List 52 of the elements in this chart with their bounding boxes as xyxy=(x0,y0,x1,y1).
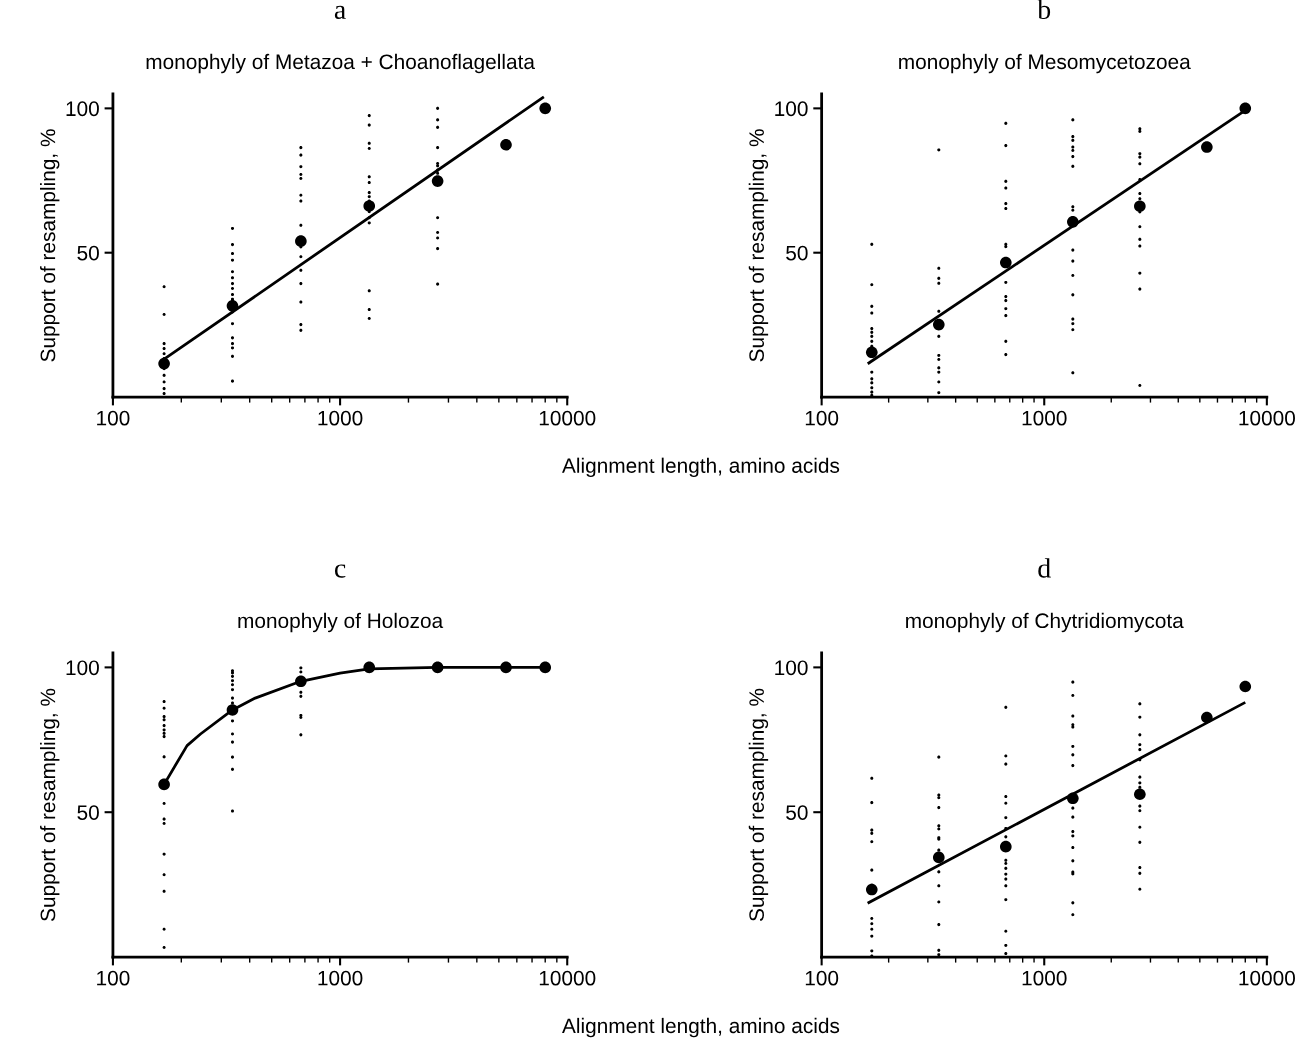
chart-title: d xyxy=(1038,558,1051,578)
point xyxy=(158,357,170,370)
y-axis-title: Support of resampling, % xyxy=(748,129,769,362)
y-axis-title: Support of resampling, % xyxy=(40,129,60,362)
x-tick-label: 1000 xyxy=(318,970,363,986)
chart-title: c xyxy=(334,564,346,578)
point xyxy=(1067,792,1079,805)
point xyxy=(865,883,878,896)
chart-subtitle: monophyly of Metazoa + Choanoflagellata xyxy=(146,53,535,74)
chart-subtitle: monophyly of Chytridiomycota xyxy=(906,612,1184,633)
chart-subtitle: monophyly of Mesomycetozoea xyxy=(899,53,1191,74)
point xyxy=(1067,216,1079,228)
y-tick-label: 50 xyxy=(77,245,99,261)
point xyxy=(932,318,945,331)
y-tick-label: 100 xyxy=(66,101,99,117)
point xyxy=(932,851,945,864)
chart-title: b xyxy=(1037,0,1051,20)
point xyxy=(363,200,376,212)
point xyxy=(295,235,307,247)
point xyxy=(1201,141,1213,153)
y-tick-label: 100 xyxy=(775,660,808,676)
point xyxy=(1000,256,1012,269)
point xyxy=(500,138,512,151)
y-axis-title: Support of resampling, % xyxy=(40,688,60,921)
x-tick-label: 10000 xyxy=(1239,410,1295,426)
point xyxy=(1000,840,1012,853)
x-axis-title: Alignment length, amino acids xyxy=(562,457,840,478)
x-axis-title: Alignment length, amino acids xyxy=(562,1017,840,1038)
point xyxy=(1134,200,1146,213)
chart-subtitle: monophyly of Holozoa xyxy=(238,612,444,633)
y-tick-label: 100 xyxy=(775,101,808,117)
x-tick-label: 100 xyxy=(805,970,839,986)
x-tick-label: 1000 xyxy=(318,410,363,426)
x-tick-label: 100 xyxy=(97,410,130,426)
x-tick-label: 1000 xyxy=(1022,410,1067,426)
y-tick-label: 100 xyxy=(66,660,99,676)
x-tick-label: 10000 xyxy=(539,410,596,426)
x-tick-label: 10000 xyxy=(539,970,596,986)
x-tick-label: 100 xyxy=(805,410,839,426)
point xyxy=(1201,711,1213,724)
y-tick-label: 50 xyxy=(77,805,99,820)
x-tick-label: 10000 xyxy=(1239,970,1295,986)
point xyxy=(226,300,239,312)
point xyxy=(1134,788,1146,801)
y-tick-label: 50 xyxy=(786,245,808,261)
chart-title: a xyxy=(334,5,346,20)
x-tick-label: 1000 xyxy=(1022,970,1067,986)
y-tick-label: 50 xyxy=(786,805,808,820)
point xyxy=(431,175,444,187)
point xyxy=(865,346,878,359)
y-axis-title: Support of resampling, % xyxy=(748,688,769,921)
x-tick-label: 100 xyxy=(97,970,130,986)
